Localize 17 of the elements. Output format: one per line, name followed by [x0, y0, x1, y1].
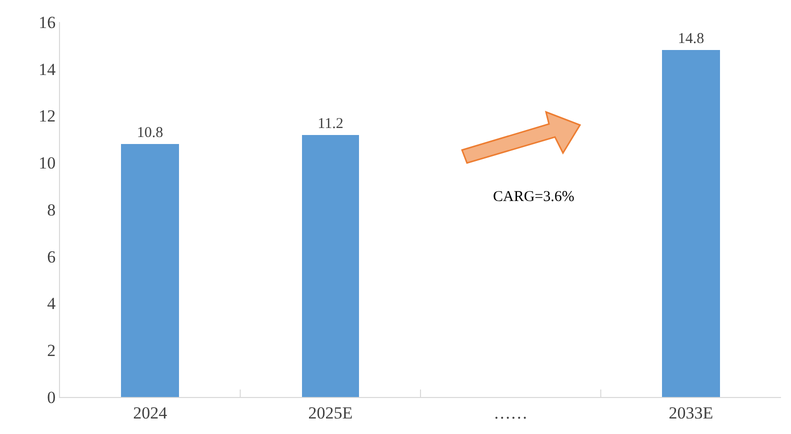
- y-tick-label: 8: [47, 200, 56, 220]
- data-label: 14.8: [678, 31, 704, 47]
- y-tick-label: 14: [38, 60, 56, 79]
- x-tick-label: 2033E: [668, 403, 714, 422]
- y-tick-label: 10: [38, 154, 56, 173]
- y-tick-label: 6: [47, 247, 56, 266]
- y-tick-label: 16: [38, 12, 56, 32]
- x-tick-label: 2024: [133, 403, 168, 422]
- x-tick-label: ……: [494, 403, 528, 422]
- x-tick-label: 2025E: [308, 403, 353, 422]
- y-tick-label: 2: [47, 341, 56, 360]
- y-tick-label: 4: [47, 294, 56, 314]
- y-tick-label: 0: [47, 388, 56, 407]
- data-label: 10.8: [136, 125, 164, 141]
- y-tick-label: 12: [38, 106, 56, 126]
- data-label: 11.2: [318, 116, 344, 132]
- annotation: CARG=3.6%: [493, 189, 574, 205]
